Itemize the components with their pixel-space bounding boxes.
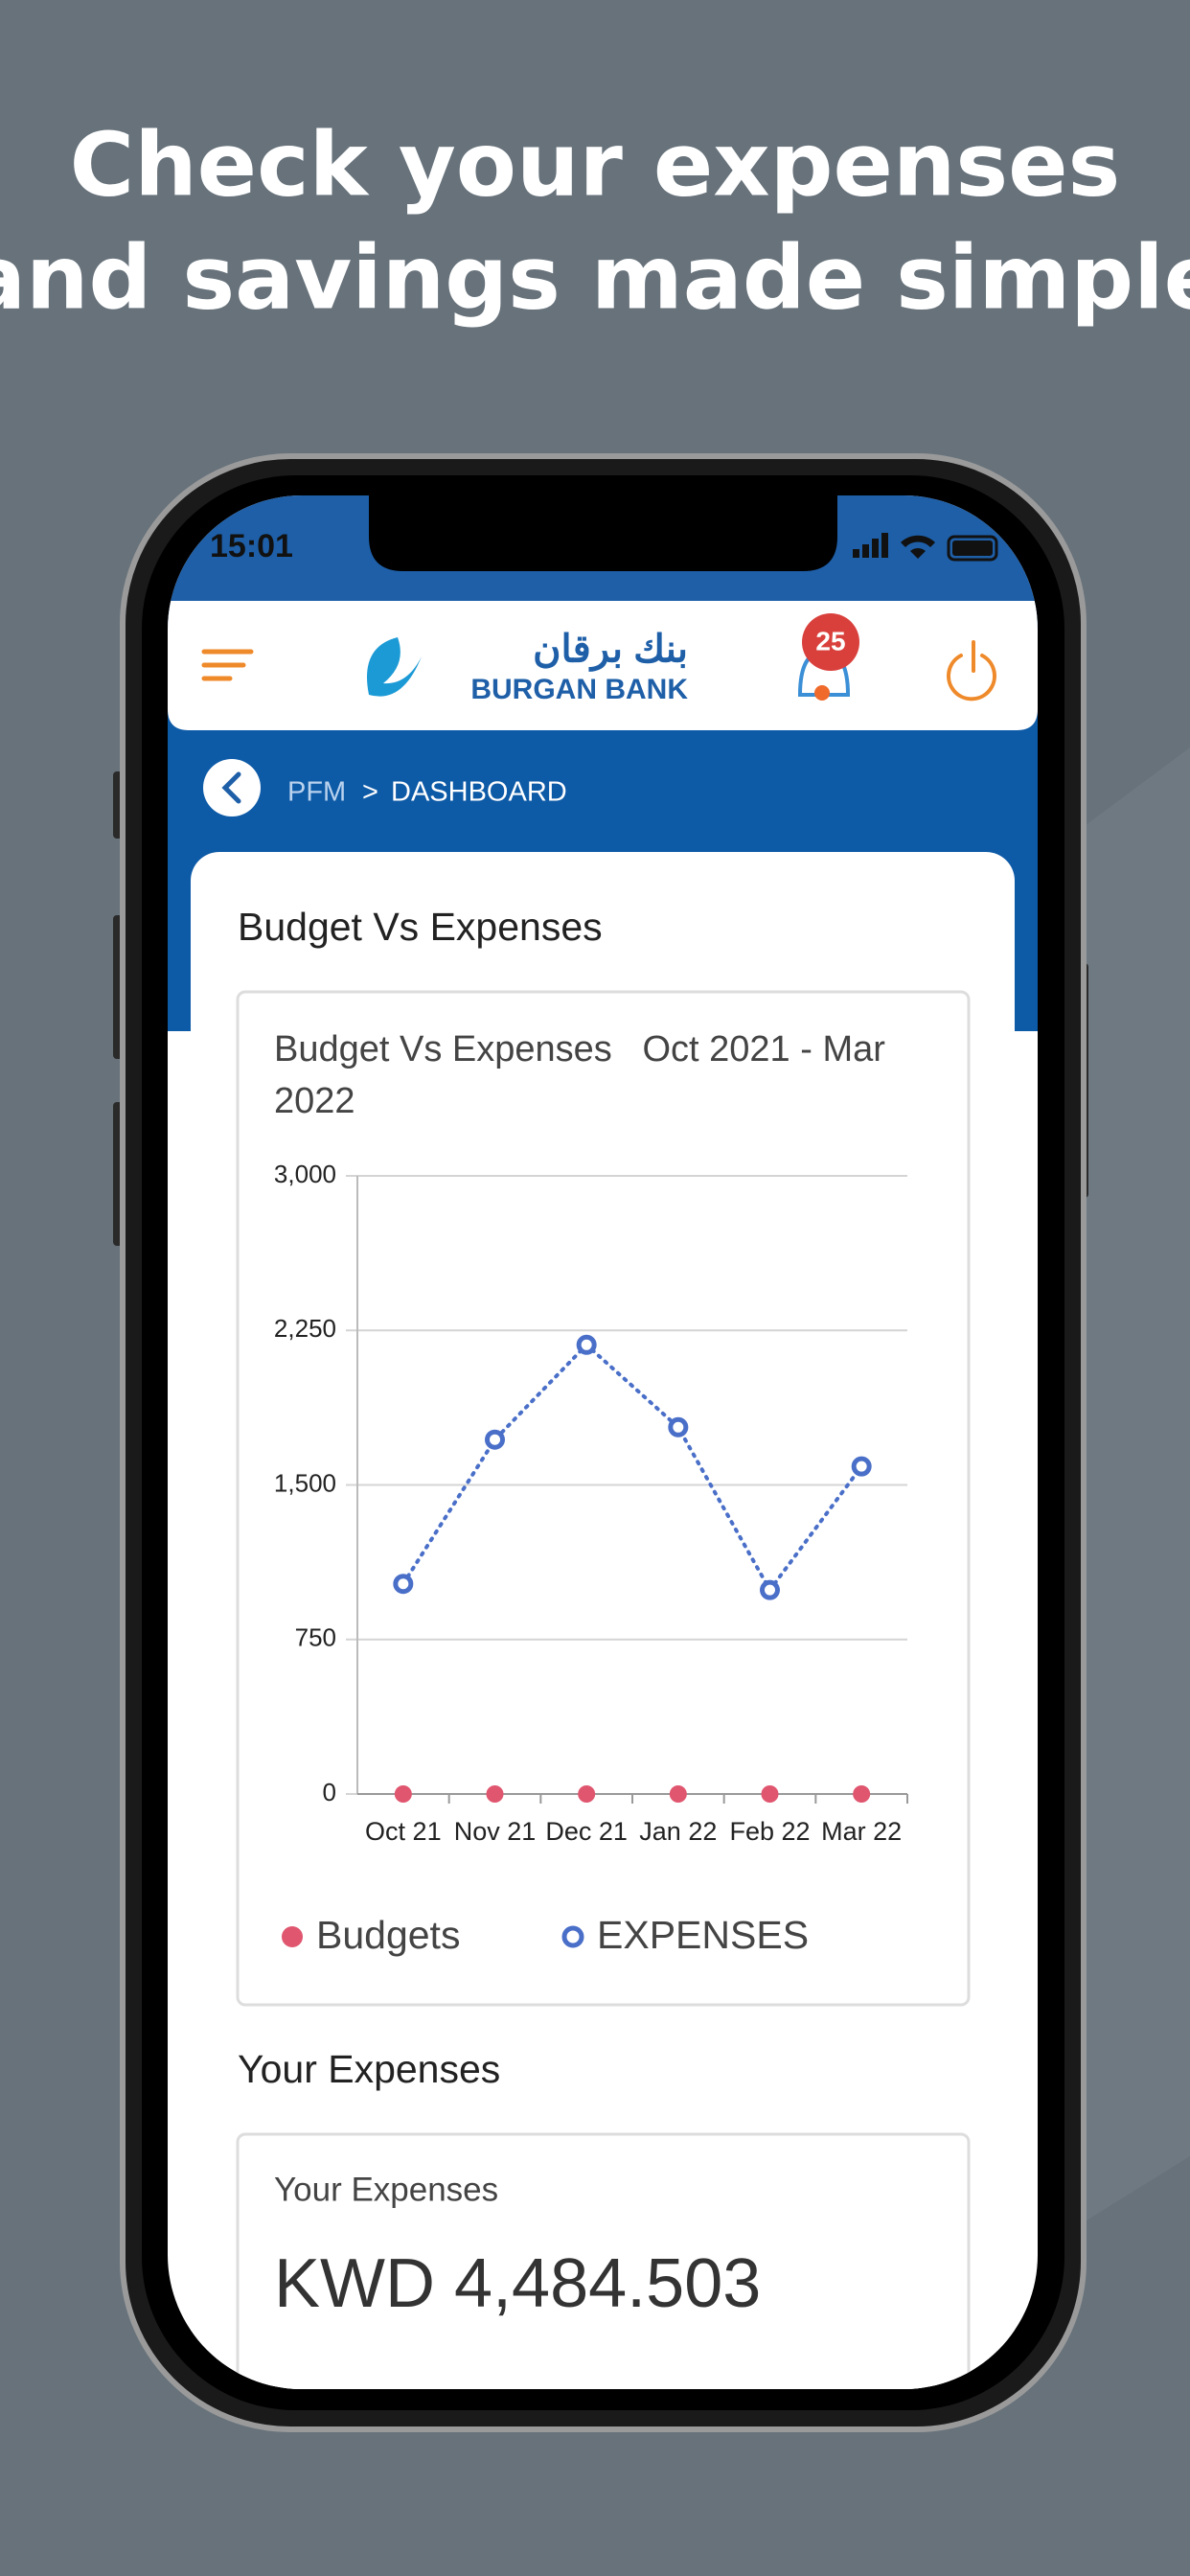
y-tick-label: 3,000 — [274, 1160, 336, 1188]
chart-title-text: Budget Vs Expenses Oct 2021 - Mar 2022 — [274, 1024, 945, 1127]
y-tick-label: 1,500 — [274, 1468, 336, 1497]
legend-label: Budgets — [316, 1913, 460, 1957]
data-point — [760, 1579, 780, 1600]
back-button[interactable] — [203, 759, 261, 816]
y-tick-label: 2,250 — [274, 1314, 336, 1343]
power-icon[interactable] — [947, 640, 996, 702]
data-point — [851, 1456, 872, 1477]
chart: 0 750 1,500 2,250 3,000 Oct 21 Nov 21 Dec 21 Jan… — [274, 1160, 908, 1957]
data-point — [486, 1785, 504, 1803]
x-tick-label: Oct 21 — [365, 1817, 442, 1846]
data-point — [393, 1574, 414, 1595]
x-tick-label: Mar 22 — [821, 1817, 902, 1846]
logo-arabic: بنك برقان — [533, 629, 688, 673]
data-point — [668, 1416, 689, 1438]
legend-marker — [561, 1925, 584, 1948]
chart-period: Oct 2021 - Mar 2022 — [274, 1029, 885, 1121]
status-icons — [853, 533, 998, 562]
y-tick-label: 0 — [323, 1778, 336, 1806]
menu-icon[interactable] — [201, 649, 254, 681]
chart-box — [236, 990, 971, 2007]
x-tick-label: Dec 21 — [545, 1817, 628, 1846]
back-arrow — [221, 771, 241, 804]
card-heading: Budget Vs Expenses — [238, 905, 603, 949]
breadcrumb-item[interactable]: PFM — [287, 777, 346, 808]
headline: Check your expenses — [70, 113, 1121, 216]
legend-marker — [282, 1926, 303, 1947]
notification-count: 25 — [815, 626, 845, 656]
notification-bell[interactable]: 25 — [797, 613, 859, 701]
expenses-label: Your Expenses — [274, 2171, 498, 2208]
chart-title-box: Budget Vs Expenses Oct 2021 - Mar 2022 — [274, 1024, 945, 1127]
expenses-box — [236, 2132, 971, 2389]
section-heading: Your Expenses — [238, 2047, 500, 2091]
series-line — [400, 1342, 864, 1594]
notch — [369, 495, 837, 571]
data-point — [761, 1785, 779, 1803]
breadcrumb-separator: > — [362, 777, 378, 808]
headline: and savings made simple — [0, 226, 1190, 329]
breadcrumb-item: DASHBOARD — [391, 777, 567, 808]
x-tick-label: Nov 21 — [454, 1817, 537, 1846]
legend-label: EXPENSES — [597, 1913, 809, 1957]
data-point — [578, 1785, 596, 1803]
screen: 15:01 بنك برقان BURGAN BANK 25 PFM > DAS… — [168, 495, 1038, 2389]
x-tick-label: Feb 22 — [729, 1817, 810, 1846]
data-point — [853, 1785, 871, 1803]
y-tick-label: 750 — [295, 1623, 336, 1652]
data-point — [485, 1429, 505, 1450]
expenses-amount: KWD 4,484.503 — [274, 2245, 761, 2322]
logo-english: BURGAN BANK — [470, 674, 688, 705]
chart-title: Budget Vs Expenses — [274, 1029, 612, 1070]
status-time: 15:01 — [210, 528, 293, 564]
data-point — [576, 1334, 597, 1355]
x-tick-label: Jan 22 — [639, 1817, 717, 1846]
data-point — [394, 1785, 412, 1803]
logo-mark — [367, 637, 422, 697]
data-point — [669, 1785, 687, 1803]
